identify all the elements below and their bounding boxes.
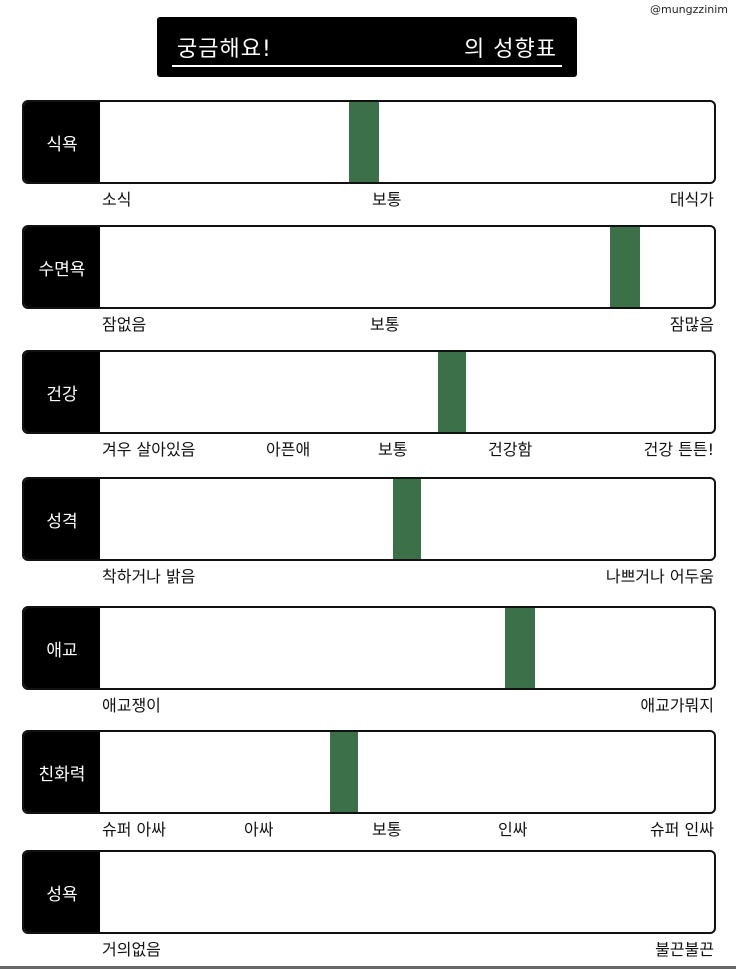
title-left: 궁금해요! xyxy=(177,37,272,62)
marker-sociability xyxy=(330,732,358,812)
label-libido: 성욕 xyxy=(24,852,100,932)
bar-health: 건강 xyxy=(22,350,716,434)
tick: 보통 xyxy=(378,440,408,459)
tick: 아픈애 xyxy=(266,440,311,459)
tick: 보통 xyxy=(372,190,402,209)
scale-appetite: 소식 보통 대식가 xyxy=(22,186,714,209)
row-libido: 성욕 거의없음 불끈불끈 xyxy=(22,850,716,959)
watermark-handle: @mungzzinim xyxy=(650,3,728,16)
scale-sleep: 잠없음 보통 잠많음 xyxy=(22,311,714,334)
tick: 슈퍼 인싸 xyxy=(650,820,714,839)
tick: 보통 xyxy=(370,315,400,334)
tick: 불끈불끈 xyxy=(655,940,714,959)
marker-appetite xyxy=(349,102,379,182)
tick: 잠많음 xyxy=(669,315,714,334)
title-box: 궁금해요! 의 성향표 xyxy=(157,17,577,77)
label-health: 건강 xyxy=(24,352,100,432)
tick: 슈퍼 아싸 xyxy=(102,820,166,839)
row-health: 건강 겨우 살아있음 아픈애 보통 건강함 건강 튼튼! xyxy=(22,350,716,459)
row-sociability: 친화력 슈퍼 아싸 아싸 보통 인싸 슈퍼 인싸 xyxy=(22,730,716,839)
tick: 대식가 xyxy=(669,190,714,209)
row-sleep: 수면욕 잠없음 보통 잠많음 xyxy=(22,225,716,334)
title-underline xyxy=(172,65,562,67)
bar-personality: 성격 xyxy=(22,477,716,561)
row-aegyo: 애교 애교쟁이 애교가뭐지 xyxy=(22,606,716,715)
label-sociability: 친화력 xyxy=(24,732,100,812)
tick: 애교가뭐지 xyxy=(640,696,714,715)
row-appetite: 식욕 소식 보통 대식가 xyxy=(22,100,716,209)
tick: 나쁘거나 어두움 xyxy=(605,567,714,586)
scale-aegyo: 애교쟁이 애교가뭐지 xyxy=(22,692,714,715)
label-sleep: 수면욕 xyxy=(24,227,100,307)
tick: 인싸 xyxy=(498,820,528,839)
title-right: 의 성향표 xyxy=(464,37,557,62)
tick: 건강 튼튼! xyxy=(643,440,714,459)
marker-aegyo xyxy=(505,608,535,688)
row-personality: 성격 착하거나 밝음 나쁘거나 어두움 xyxy=(22,477,716,586)
scale-personality: 착하거나 밝음 나쁘거나 어두움 xyxy=(22,563,714,586)
bar-aegyo: 애교 xyxy=(22,606,716,690)
bar-sociability: 친화력 xyxy=(22,730,716,814)
bar-appetite: 식욕 xyxy=(22,100,716,184)
tick: 잠없음 xyxy=(102,315,147,334)
scale-health: 겨우 살아있음 아픈애 보통 건강함 건강 튼튼! xyxy=(22,436,714,459)
tick: 거의없음 xyxy=(102,940,161,959)
label-aegyo: 애교 xyxy=(24,608,100,688)
marker-personality xyxy=(393,479,421,559)
scale-libido: 거의없음 불끈불끈 xyxy=(22,936,714,959)
tick: 보통 xyxy=(372,820,402,839)
scale-sociability: 슈퍼 아싸 아싸 보통 인싸 슈퍼 인싸 xyxy=(22,816,714,839)
tick: 건강함 xyxy=(488,440,533,459)
label-personality: 성격 xyxy=(24,479,100,559)
bar-sleep: 수면욕 xyxy=(22,225,716,309)
page-bottom-line xyxy=(0,966,736,969)
marker-sleep xyxy=(610,227,640,307)
tick: 애교쟁이 xyxy=(102,696,161,715)
tick: 겨우 살아있음 xyxy=(102,440,196,459)
tick: 착하거나 밝음 xyxy=(102,567,196,586)
tick: 소식 xyxy=(102,190,132,209)
tick: 아싸 xyxy=(244,820,274,839)
label-appetite: 식욕 xyxy=(24,102,100,182)
marker-health xyxy=(438,352,466,432)
bar-libido: 성욕 xyxy=(22,850,716,934)
